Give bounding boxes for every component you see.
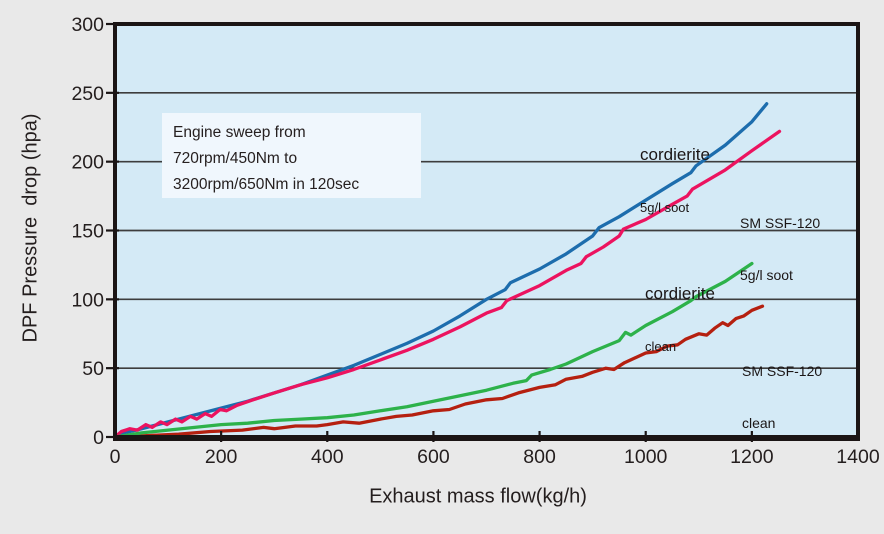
x-tick-label-1400: 1400 bbox=[836, 446, 880, 468]
sm-ssf-120-clean-curve bbox=[113, 304, 765, 439]
curve-label-subtitle: clean bbox=[742, 415, 776, 431]
curve-label-sm-ssf-120-clean: SM SSF-120 clean bbox=[742, 327, 822, 467]
curve-label-cordierite-clean: cordierite clean bbox=[645, 249, 715, 390]
y-tick-label-300: 300 bbox=[71, 14, 104, 36]
curve-label-title: SM SSF-120 bbox=[742, 363, 823, 379]
sm-ssf-120-soot-curve bbox=[113, 129, 782, 439]
x-tick-label-1200: 1200 bbox=[730, 446, 774, 468]
annotation-line-1: Engine sweep from bbox=[173, 124, 306, 141]
cordierite-clean-curve bbox=[113, 261, 754, 439]
curve-label-subtitle: clean bbox=[645, 339, 677, 354]
curve-label-title: cordierite bbox=[645, 284, 715, 303]
x-tick-label-800: 800 bbox=[523, 446, 556, 468]
curve-label-title: SM SSF-120 bbox=[740, 215, 821, 231]
curve-label-cordierite-soot: cordierite 5g/l soot bbox=[640, 110, 710, 251]
y-tick-label-0: 0 bbox=[93, 427, 104, 449]
curve-label-subtitle: 5g/l soot bbox=[740, 267, 793, 283]
x-tick-label-1000: 1000 bbox=[624, 446, 668, 468]
y-tick-label-250: 250 bbox=[71, 83, 104, 105]
x-tick-label-400: 400 bbox=[311, 446, 344, 468]
annotation-line-2: 720rpm/450Nm to bbox=[173, 150, 298, 167]
x-tick-label-0: 0 bbox=[110, 446, 121, 468]
y-tick-label-100: 100 bbox=[71, 289, 104, 311]
y-tick-label-200: 200 bbox=[71, 152, 104, 174]
x-tick-label-600: 600 bbox=[417, 446, 450, 468]
y-axis-title: DPF Pressure drop (hpa) bbox=[19, 113, 42, 343]
x-tick-label-200: 200 bbox=[205, 446, 238, 468]
y-tick-label-50: 50 bbox=[82, 358, 104, 380]
curve-label-title: cordierite bbox=[640, 145, 710, 164]
annotation-line-3: 3200rpm/650Nm in 120sec bbox=[173, 176, 360, 193]
engine-sweep-annotation: Engine sweep from 720rpm/450Nm to 3200rp… bbox=[162, 113, 421, 198]
curve-label-subtitle: 5g/l soot bbox=[640, 200, 690, 215]
x-axis-title: Exhaust mass flow(kg/h) bbox=[369, 485, 587, 508]
curve-label-sm-ssf-120-soot: SM SSF-120 5g/l soot bbox=[740, 179, 820, 319]
y-tick-label-150: 150 bbox=[71, 221, 104, 243]
